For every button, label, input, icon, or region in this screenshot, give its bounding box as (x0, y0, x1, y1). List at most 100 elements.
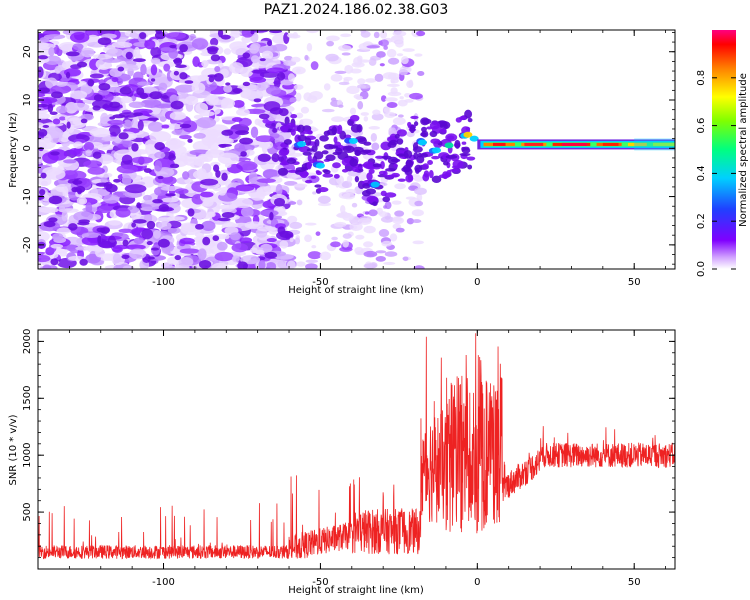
noise-blob (253, 234, 274, 246)
noise-blob (202, 153, 214, 163)
noise-blob (383, 205, 388, 209)
y-tick-label: -20 (22, 237, 33, 253)
tone-blob (372, 163, 382, 168)
noise-blob (169, 163, 180, 169)
noise-blob (341, 180, 353, 189)
noise-blob (133, 46, 141, 59)
noise-blob (38, 66, 44, 78)
noise-blob (92, 105, 101, 111)
noise-blob (288, 152, 303, 157)
y-tick-label: -10 (22, 188, 33, 204)
noise-blob (73, 211, 94, 222)
tone-blob (396, 138, 404, 145)
noise-blob (265, 160, 282, 165)
noise-blob (193, 132, 206, 139)
noise-blob (381, 240, 393, 247)
noise-blob (38, 146, 44, 152)
noise-blob (197, 74, 208, 82)
noise-blob (248, 171, 258, 184)
noise-blob (215, 169, 221, 178)
tone-peak (463, 131, 473, 138)
noise-blob (269, 211, 274, 221)
noise-blob (305, 263, 318, 269)
noise-blob (293, 183, 308, 188)
noise-blob (366, 45, 381, 49)
noise-blob (348, 215, 360, 224)
noise-blob (292, 31, 298, 39)
tone-blob (393, 163, 398, 168)
noise-blob (379, 63, 385, 67)
noise-blob (413, 176, 424, 182)
noise-blob (304, 222, 317, 226)
noise-blob (38, 42, 49, 48)
noise-blob (394, 183, 406, 190)
noise-blob (174, 64, 187, 68)
tone-blob (372, 201, 378, 207)
noise-blob (136, 202, 142, 209)
noise-blob (397, 99, 408, 107)
noise-blob (169, 44, 177, 49)
noise-blob (232, 88, 243, 94)
noise-blob (212, 235, 220, 242)
noise-blob (49, 111, 58, 115)
snr-x-tick-label: -50 (312, 577, 328, 588)
noise-blob (100, 177, 108, 184)
noise-blob (286, 33, 295, 38)
noise-blob (147, 121, 164, 132)
noise-blob (179, 248, 200, 254)
noise-blob (48, 47, 55, 57)
noise-blob (165, 32, 187, 40)
snr-panel: -100 -50 0 50 500 1000 1500 2000 Height of stra… (8, 329, 676, 596)
noise-blob (65, 51, 80, 57)
noise-blob (239, 137, 253, 145)
noise-blob (166, 216, 185, 221)
noise-blob (229, 232, 241, 241)
noise-blob (121, 154, 133, 165)
noise-blob (363, 263, 377, 269)
noise-blob (378, 211, 388, 217)
tone-blob (331, 126, 337, 135)
noise-blob (197, 248, 207, 261)
noise-blob (139, 32, 147, 40)
noise-blob (182, 171, 190, 180)
noise-blob (154, 151, 166, 159)
noise-blob (118, 228, 133, 233)
noise-blob (210, 54, 221, 62)
noise-blob (65, 71, 71, 79)
noise-blob (44, 55, 62, 66)
noise-blob (245, 149, 255, 156)
noise-blob (169, 111, 186, 121)
noise-blob (323, 83, 331, 91)
noise-blob (179, 237, 195, 245)
noise-blob (389, 233, 398, 242)
noise-blob (269, 107, 284, 115)
noise-blob (266, 86, 282, 95)
tone-blob (430, 138, 441, 144)
noise-blob (132, 219, 147, 224)
noise-blob (179, 72, 188, 80)
noise-blob (161, 124, 170, 129)
noise-blob (269, 30, 283, 34)
noise-blob (211, 262, 229, 269)
noise-blob (317, 195, 331, 204)
noise-blob (221, 172, 228, 181)
noise-blob (357, 101, 364, 110)
noise-blob (386, 48, 397, 58)
tone-blob (459, 152, 471, 157)
noise-blob (179, 123, 192, 129)
noise-blob (239, 237, 253, 243)
tone-blob (459, 116, 467, 121)
noise-blob (42, 264, 52, 269)
noise-blob (111, 77, 119, 83)
tone-blob (427, 159, 433, 166)
tone-blob (323, 143, 335, 150)
noise-blob (307, 251, 322, 260)
noise-blob (277, 72, 286, 81)
noise-blob (96, 227, 106, 233)
noise-blob (132, 58, 146, 63)
noise-blob (330, 74, 343, 82)
tone-blob (443, 161, 449, 166)
noise-blob (112, 246, 123, 253)
noise-blob (68, 102, 90, 111)
noise-blob (149, 91, 163, 100)
